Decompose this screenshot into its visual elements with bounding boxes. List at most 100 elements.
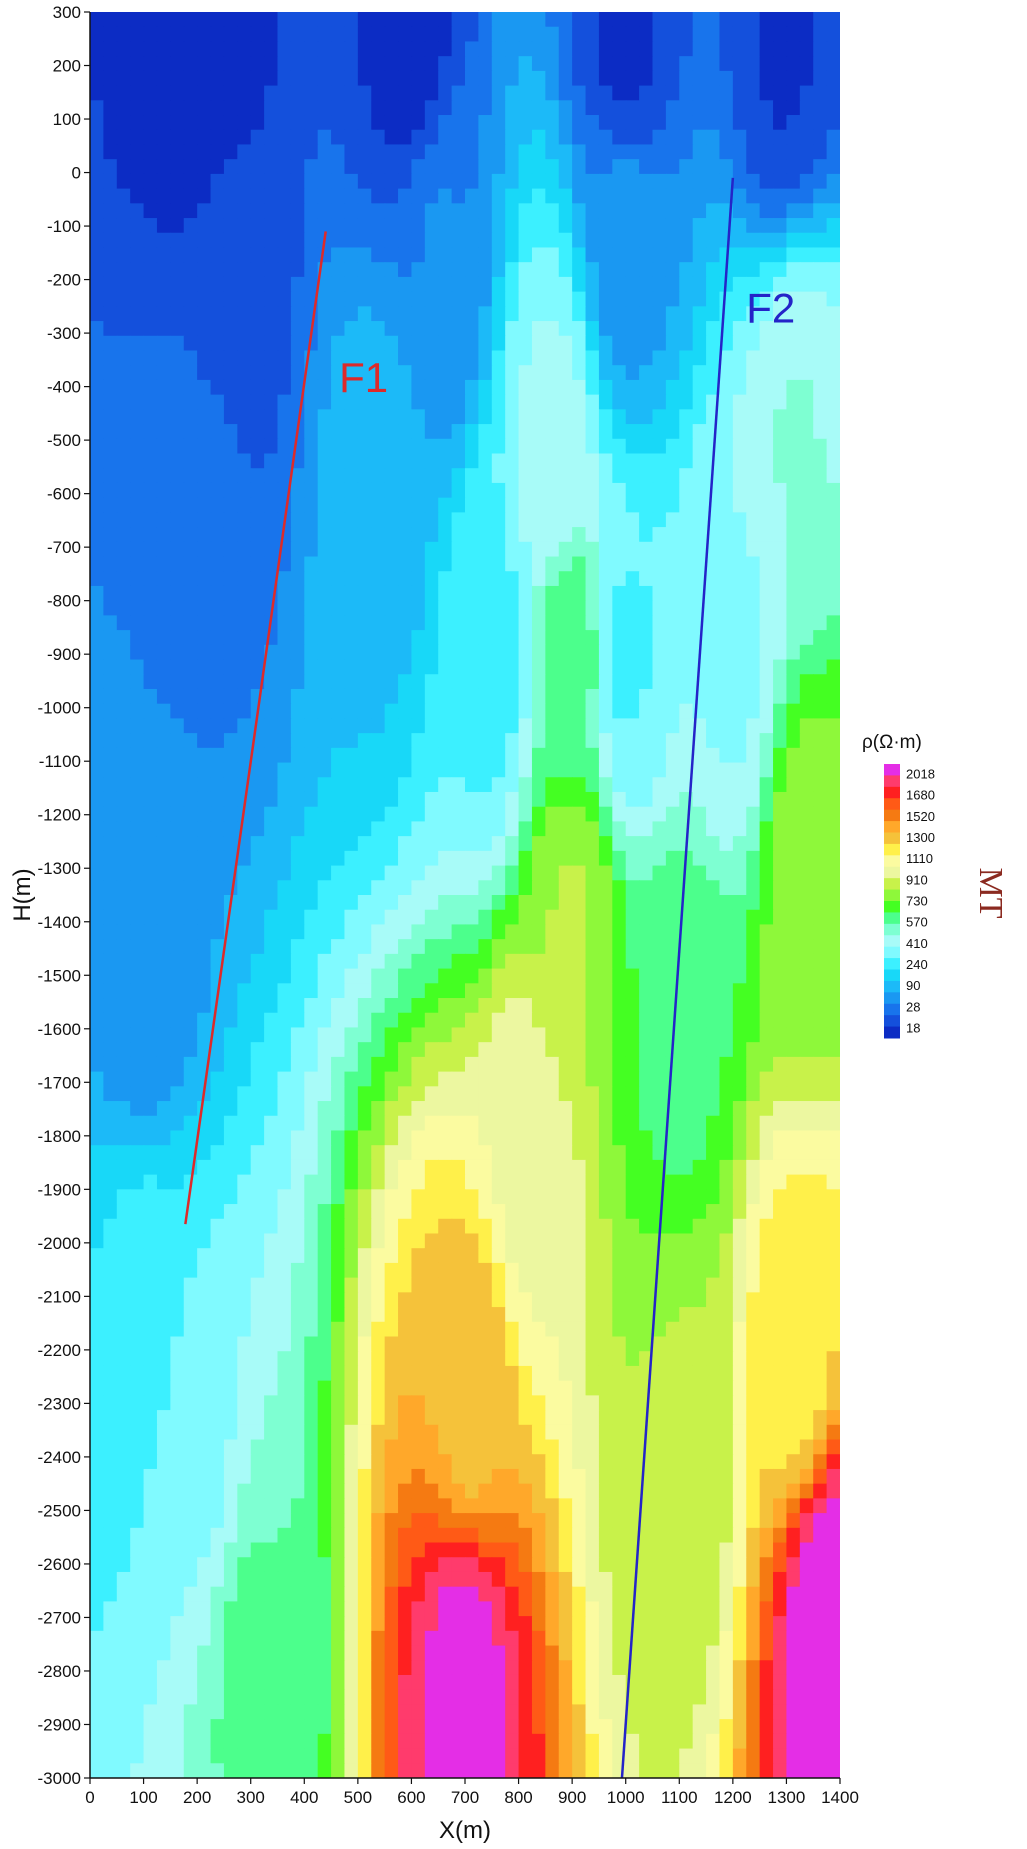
heatmap-cell bbox=[826, 409, 840, 425]
heatmap-cell bbox=[732, 159, 747, 175]
heatmap-cell bbox=[371, 836, 386, 852]
heatmap-cell bbox=[491, 438, 506, 455]
heatmap-cell bbox=[706, 173, 721, 190]
heatmap-cell bbox=[411, 1204, 426, 1220]
heatmap-cell bbox=[505, 41, 520, 57]
heatmap-cell bbox=[170, 1248, 185, 1264]
heatmap-cell bbox=[813, 924, 828, 940]
heatmap-cell bbox=[465, 777, 479, 793]
heatmap-cell bbox=[250, 12, 265, 28]
heatmap-cell bbox=[371, 262, 386, 278]
heatmap-cell bbox=[130, 968, 145, 984]
heatmap-cell bbox=[143, 394, 158, 410]
heatmap-cell bbox=[411, 1042, 426, 1058]
heatmap-cell bbox=[237, 630, 252, 646]
heatmap-cell bbox=[746, 100, 761, 116]
heatmap-cell bbox=[585, 1277, 600, 1293]
heatmap-cell bbox=[558, 1145, 573, 1161]
heatmap-cell bbox=[384, 821, 399, 837]
heatmap-cell bbox=[143, 821, 158, 837]
heatmap-cell bbox=[518, 615, 533, 631]
heatmap-cell bbox=[384, 983, 399, 999]
heatmap-cell bbox=[558, 895, 573, 911]
heatmap-cell bbox=[384, 1262, 399, 1279]
heatmap-cell bbox=[130, 144, 145, 160]
heatmap-cell bbox=[424, 1262, 439, 1279]
heatmap-cell bbox=[264, 821, 279, 837]
heatmap-cell bbox=[505, 527, 520, 543]
heatmap-cell bbox=[706, 306, 721, 322]
heatmap-cell bbox=[478, 850, 493, 867]
heatmap-cell bbox=[465, 791, 479, 808]
heatmap-cell bbox=[250, 56, 265, 72]
heatmap-cell bbox=[90, 585, 104, 602]
heatmap-cell bbox=[371, 983, 386, 999]
heatmap-cell bbox=[692, 100, 707, 116]
heatmap-cell bbox=[357, 306, 372, 322]
heatmap-cell bbox=[210, 1248, 225, 1264]
heatmap-cell bbox=[103, 159, 118, 175]
heatmap-cell bbox=[505, 453, 520, 469]
heatmap-cell bbox=[197, 1145, 212, 1161]
heatmap-cell bbox=[317, 1086, 332, 1102]
heatmap-cell bbox=[518, 159, 533, 175]
heatmap-cell bbox=[732, 497, 747, 513]
heatmap-cell bbox=[170, 497, 185, 513]
heatmap-cell bbox=[143, 556, 158, 572]
heatmap-cell bbox=[652, 321, 667, 337]
heatmap-cell bbox=[813, 438, 828, 455]
heatmap-cell bbox=[197, 836, 212, 852]
heatmap-cell bbox=[719, 1204, 734, 1220]
heatmap-cell bbox=[625, 512, 640, 528]
heatmap-cell bbox=[505, 762, 520, 778]
heatmap-cell bbox=[545, 1101, 560, 1117]
heatmap-cell bbox=[130, 365, 145, 381]
heatmap-cell bbox=[518, 924, 533, 940]
heatmap-cell bbox=[505, 232, 520, 249]
heatmap-cell bbox=[465, 630, 479, 646]
heatmap-cell bbox=[290, 497, 305, 513]
heatmap-cell bbox=[612, 232, 627, 249]
heatmap-cell bbox=[558, 100, 573, 116]
heatmap-cell bbox=[223, 1321, 238, 1338]
heatmap-cell bbox=[813, 512, 828, 528]
heatmap-cell bbox=[438, 527, 453, 543]
heatmap-cell bbox=[692, 791, 707, 808]
heatmap-cell bbox=[451, 850, 466, 867]
heatmap-cell bbox=[438, 350, 453, 366]
heatmap-cell bbox=[625, 26, 640, 43]
heatmap-cell bbox=[357, 880, 372, 896]
heatmap-cell bbox=[585, 1115, 600, 1132]
heatmap-cell bbox=[384, 541, 399, 558]
heatmap-cell bbox=[304, 895, 319, 911]
heatmap-cell bbox=[183, 1248, 198, 1264]
heatmap-cell bbox=[344, 1071, 359, 1087]
heatmap-cell bbox=[344, 350, 359, 366]
heatmap-cell bbox=[746, 218, 761, 234]
heatmap-cell bbox=[398, 409, 413, 425]
heatmap-cell bbox=[143, 468, 158, 484]
heatmap-cell bbox=[357, 718, 372, 734]
heatmap-cell bbox=[598, 1056, 613, 1073]
heatmap-cell bbox=[156, 1174, 171, 1190]
heatmap-cell bbox=[558, 850, 573, 867]
heatmap-cell bbox=[384, 968, 399, 984]
heatmap-cell bbox=[531, 438, 546, 455]
heatmap-cell bbox=[116, 1248, 131, 1264]
heatmap-cell bbox=[572, 85, 587, 101]
heatmap-cell bbox=[665, 939, 680, 955]
heatmap-cell bbox=[652, 247, 667, 263]
heatmap-cell bbox=[625, 630, 640, 646]
heatmap-cell bbox=[773, 527, 788, 543]
heatmap-cell bbox=[331, 1056, 346, 1073]
heatmap-cell bbox=[625, 276, 640, 293]
heatmap-cell bbox=[518, 880, 533, 896]
heatmap-cell bbox=[759, 379, 774, 396]
heatmap-cell bbox=[465, 100, 479, 116]
heatmap-cell bbox=[505, 115, 520, 131]
heatmap-cell bbox=[639, 468, 654, 484]
heatmap-cell bbox=[759, 394, 774, 410]
heatmap-cell bbox=[478, 379, 493, 396]
heatmap-cell bbox=[612, 836, 627, 852]
heatmap-cell bbox=[585, 939, 600, 955]
